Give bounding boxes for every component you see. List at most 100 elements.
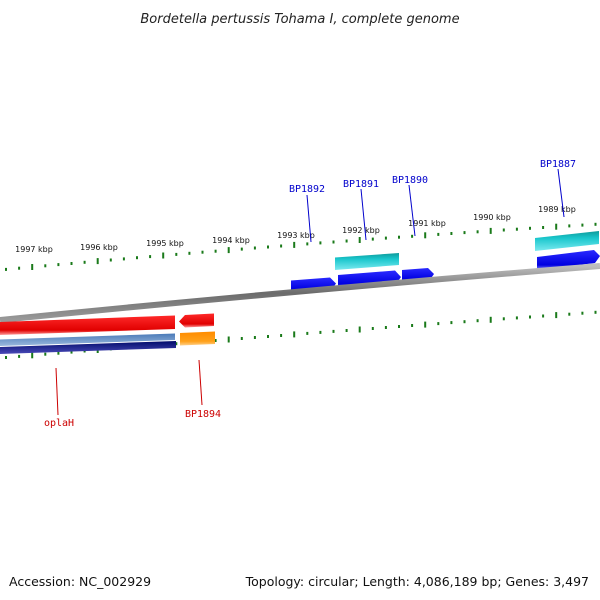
leader-line-oplah bbox=[55, 367, 59, 416]
minor-tick bbox=[253, 336, 256, 339]
minor-tick bbox=[437, 232, 440, 236]
minor-tick bbox=[568, 224, 571, 228]
minor-tick bbox=[594, 310, 597, 314]
major-tick bbox=[96, 258, 99, 265]
inner-tick-track bbox=[5, 310, 597, 359]
minor-tick bbox=[214, 249, 217, 253]
minor-tick bbox=[83, 260, 86, 264]
cyan-feature-block[interactable] bbox=[335, 253, 399, 270]
minor-tick bbox=[542, 226, 545, 229]
navy-feature-strip[interactable] bbox=[0, 341, 176, 354]
minor-tick bbox=[450, 232, 453, 235]
kbp-label: 1995 kbp bbox=[146, 239, 184, 248]
major-tick bbox=[227, 247, 230, 254]
gene-label-bp1890[interactable]: BP1890 bbox=[392, 175, 428, 186]
minor-tick bbox=[345, 239, 348, 243]
minor-tick bbox=[384, 236, 387, 240]
minor-tick bbox=[502, 317, 505, 321]
kbp-label: 1991 kbp bbox=[408, 219, 446, 228]
gene-label-bp1892[interactable]: BP1892 bbox=[289, 184, 325, 195]
minor-tick bbox=[5, 267, 7, 271]
minor-tick bbox=[463, 320, 466, 324]
kbp-label: 1997 kbp bbox=[15, 245, 53, 254]
label-leaders bbox=[55, 168, 565, 416]
minor-tick bbox=[411, 234, 414, 238]
minor-tick bbox=[529, 315, 531, 319]
minor-tick bbox=[476, 230, 479, 234]
gene-label-bp1891[interactable]: BP1891 bbox=[343, 179, 379, 190]
cyan-feature-block[interactable] bbox=[535, 231, 599, 251]
minor-tick bbox=[398, 235, 400, 239]
minor-tick bbox=[515, 316, 518, 320]
minor-tick bbox=[371, 237, 374, 241]
kbp-label: 1992 kbp bbox=[342, 226, 380, 235]
gene-labels: BP1892 BP1891 BP1890 BP1887 oplaH BP1894 bbox=[44, 159, 576, 429]
minor-tick bbox=[463, 231, 466, 235]
minor-tick bbox=[594, 222, 597, 226]
reverse-cds-arrow[interactable] bbox=[179, 313, 214, 328]
major-tick bbox=[555, 312, 558, 319]
gene-label-oplah[interactable]: oplaH bbox=[44, 418, 74, 429]
minor-tick bbox=[332, 240, 335, 244]
minor-tick bbox=[437, 322, 440, 326]
major-tick bbox=[489, 316, 492, 323]
major-tick bbox=[293, 241, 296, 248]
minor-tick bbox=[306, 242, 309, 246]
minor-tick bbox=[581, 223, 584, 227]
minor-tick bbox=[267, 245, 269, 249]
minor-tick bbox=[44, 352, 47, 356]
minor-tick bbox=[280, 334, 283, 337]
minor-tick bbox=[502, 228, 505, 232]
minor-tick bbox=[44, 264, 47, 268]
minor-tick bbox=[529, 226, 531, 230]
minor-tick bbox=[201, 250, 204, 254]
leader-line-bp1891 bbox=[360, 188, 367, 241]
minor-tick bbox=[332, 329, 335, 333]
minor-tick bbox=[267, 335, 269, 338]
minor-tick bbox=[5, 356, 7, 359]
orange-feature-block[interactable] bbox=[180, 331, 215, 346]
forward-feature-track bbox=[335, 231, 599, 270]
leader-line-bp1887 bbox=[557, 168, 565, 218]
minor-tick bbox=[345, 329, 348, 332]
major-tick bbox=[555, 223, 558, 230]
minor-tick bbox=[57, 263, 60, 267]
major-tick bbox=[358, 237, 361, 243]
minor-tick bbox=[240, 247, 243, 251]
leader-line-bp1894 bbox=[198, 359, 203, 406]
minor-tick bbox=[306, 331, 309, 335]
major-tick bbox=[31, 352, 34, 359]
kbp-label: 1994 kbp bbox=[212, 236, 250, 245]
minor-tick bbox=[188, 251, 191, 255]
reverse-cds-arrow[interactable] bbox=[0, 315, 175, 336]
minor-tick bbox=[542, 314, 545, 318]
kbp-labels: 1997 kbp 1996 kbp 1995 kbp 1994 kbp 1993… bbox=[15, 205, 576, 254]
accession-text: Accession: NC_002929 bbox=[9, 574, 151, 589]
map-title: Bordetella pertussis Tohama I, complete … bbox=[140, 12, 459, 27]
minor-tick bbox=[149, 255, 152, 259]
minor-tick bbox=[57, 351, 60, 355]
minor-tick bbox=[319, 241, 322, 245]
kbp-label: 1989 kbp bbox=[538, 205, 576, 214]
blue-feature-strip[interactable] bbox=[0, 333, 175, 347]
major-tick bbox=[489, 227, 492, 234]
minor-tick bbox=[109, 258, 112, 262]
gene-label-bp1887[interactable]: BP1887 bbox=[540, 159, 576, 170]
minor-tick bbox=[175, 252, 178, 256]
minor-tick bbox=[18, 354, 21, 358]
minor-tick bbox=[398, 325, 400, 328]
minor-tick bbox=[384, 326, 387, 329]
leader-line-bp1892 bbox=[306, 194, 312, 243]
major-tick bbox=[31, 264, 34, 270]
major-tick bbox=[424, 232, 427, 239]
kbp-label: 1993 kbp bbox=[277, 231, 315, 240]
major-tick bbox=[162, 252, 165, 259]
genome-backbone bbox=[0, 263, 600, 323]
kbp-label: 1990 kbp bbox=[473, 213, 511, 222]
minor-tick bbox=[411, 324, 414, 327]
forward-cds-arrow[interactable] bbox=[537, 250, 600, 270]
major-tick bbox=[358, 326, 361, 333]
major-tick bbox=[293, 331, 296, 338]
gene-label-bp1894[interactable]: BP1894 bbox=[185, 409, 221, 420]
